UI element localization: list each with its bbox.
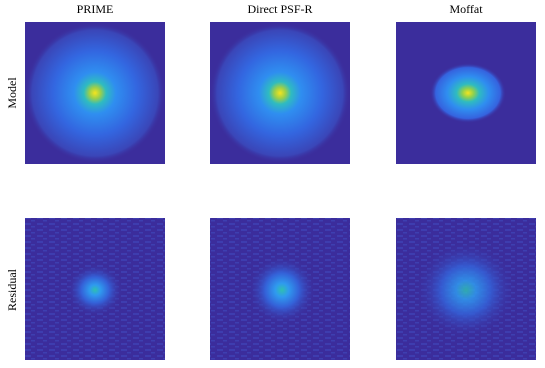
model-panel: [25, 22, 165, 164]
model-panel: [396, 22, 536, 164]
column-title: PRIME: [77, 2, 114, 16]
row-label: Residual: [5, 268, 19, 311]
residual-panel: [396, 218, 536, 360]
residual-panel: [25, 218, 165, 360]
column-title: Moffat: [449, 2, 483, 16]
model-panel: [210, 22, 350, 164]
row-label: Model: [5, 77, 19, 109]
column-title: Direct PSF-R: [247, 2, 312, 16]
residual-panel: [210, 218, 350, 360]
